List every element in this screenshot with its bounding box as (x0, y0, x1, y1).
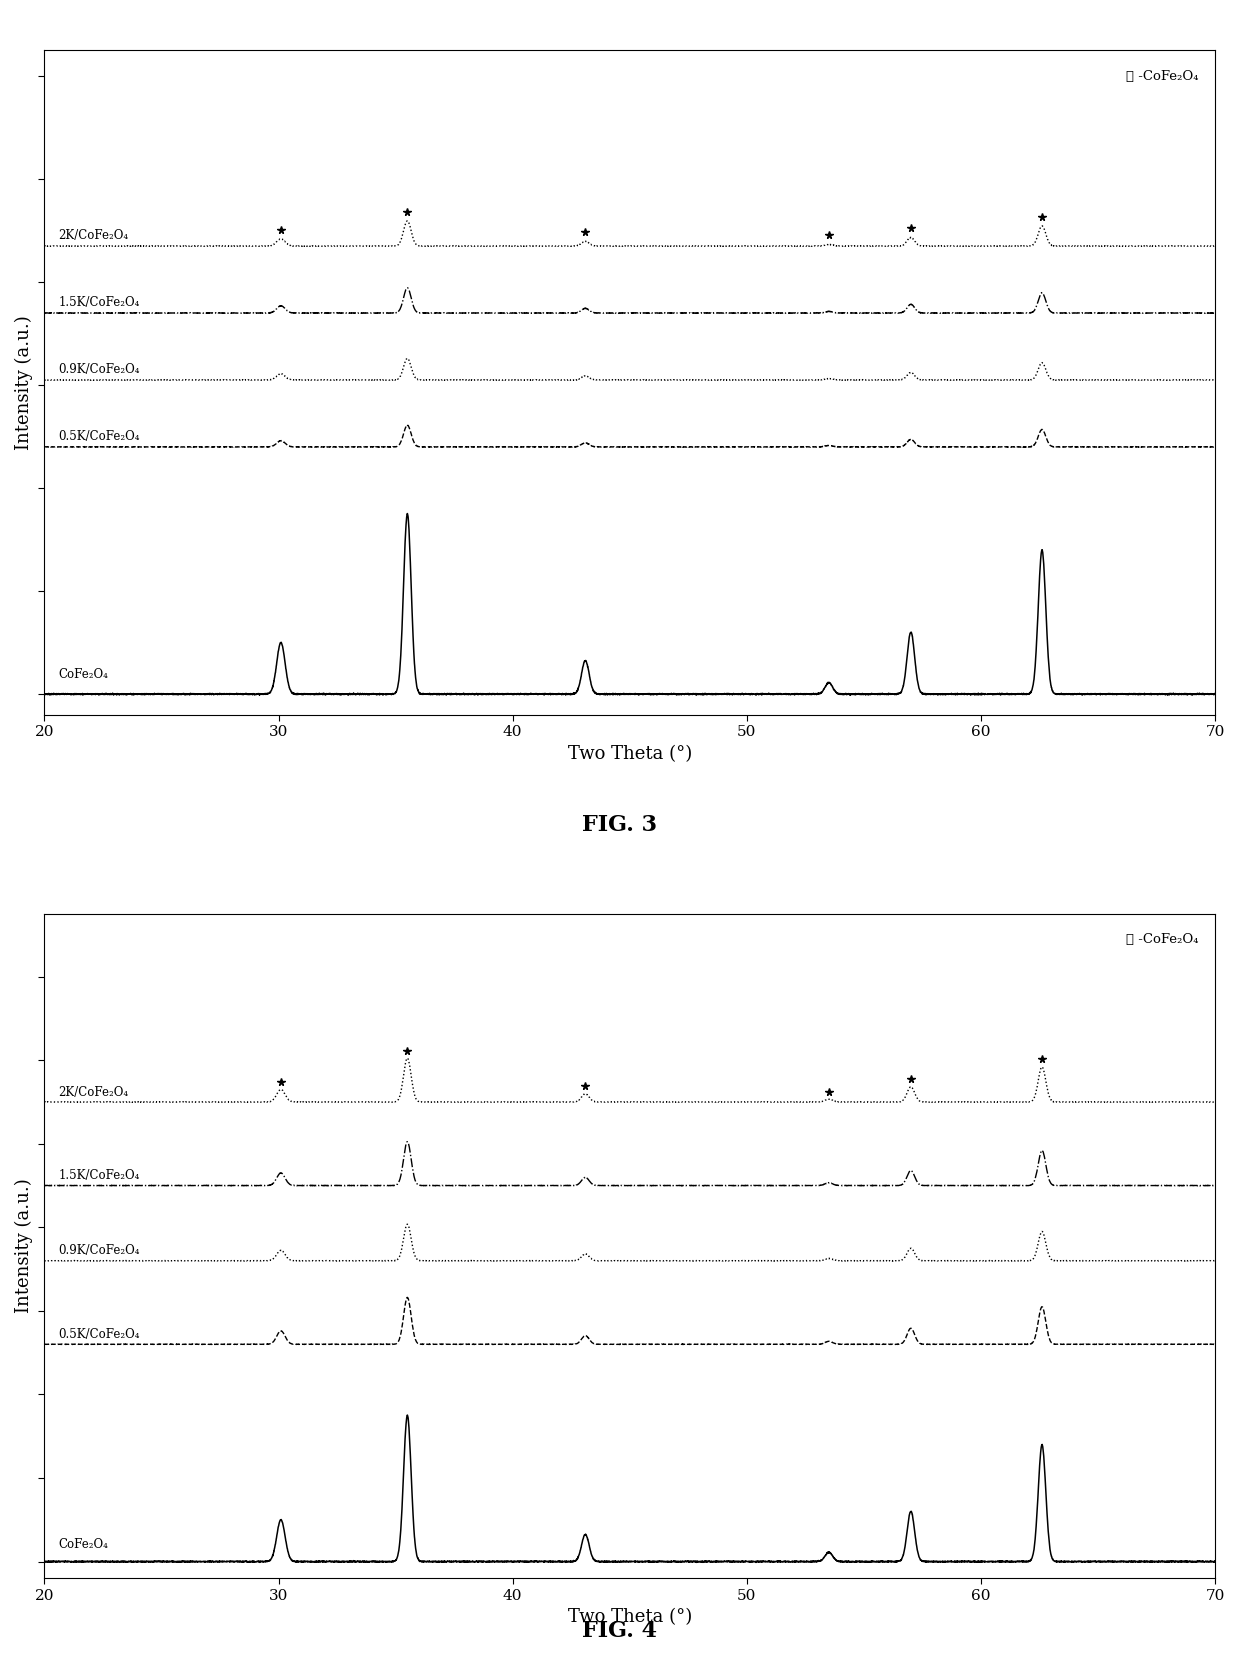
Text: 1.5K/CoFe₂O₄: 1.5K/CoFe₂O₄ (58, 1169, 140, 1182)
Text: CoFe₂O₄: CoFe₂O₄ (58, 1538, 108, 1551)
Text: 0.9K/CoFe₂O₄: 0.9K/CoFe₂O₄ (58, 1244, 140, 1258)
X-axis label: Two Theta (°): Two Theta (°) (568, 745, 692, 762)
Text: CoFe₂O₄: CoFe₂O₄ (58, 668, 108, 682)
Text: 0.5K/CoFe₂O₄: 0.5K/CoFe₂O₄ (58, 430, 140, 443)
Text: ★ -CoFe₂O₄: ★ -CoFe₂O₄ (1126, 71, 1199, 82)
Text: 0.9K/CoFe₂O₄: 0.9K/CoFe₂O₄ (58, 363, 140, 376)
Y-axis label: Intensity (a.u.): Intensity (a.u.) (15, 316, 33, 450)
Text: FIG. 3: FIG. 3 (583, 814, 657, 836)
Y-axis label: Intensity (a.u.): Intensity (a.u.) (15, 1179, 33, 1313)
Text: 2K/CoFe₂O₄: 2K/CoFe₂O₄ (58, 1086, 129, 1098)
X-axis label: Two Theta (°): Two Theta (°) (568, 1608, 692, 1627)
Text: ★ -CoFe₂O₄: ★ -CoFe₂O₄ (1126, 934, 1199, 947)
Text: FIG. 4: FIG. 4 (583, 1620, 657, 1642)
Text: 1.5K/CoFe₂O₄: 1.5K/CoFe₂O₄ (58, 296, 140, 309)
Text: 0.5K/CoFe₂O₄: 0.5K/CoFe₂O₄ (58, 1328, 140, 1342)
Text: 2K/CoFe₂O₄: 2K/CoFe₂O₄ (58, 228, 129, 242)
